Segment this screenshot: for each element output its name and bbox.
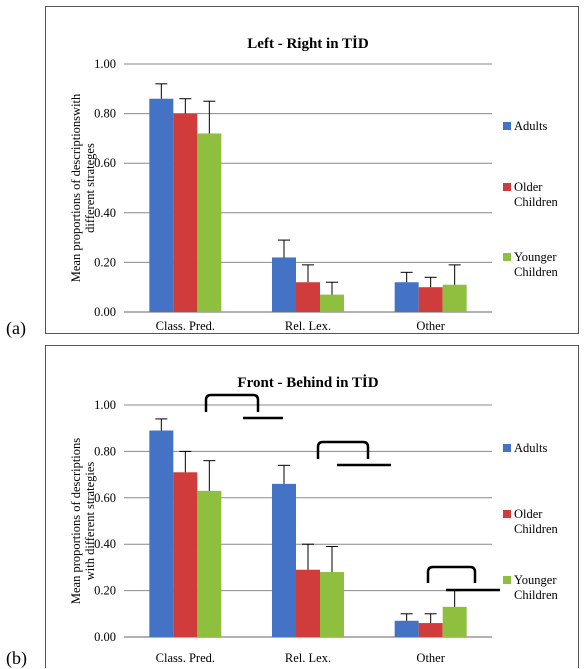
y-tick-label-b-2: 0.40 xyxy=(94,537,116,551)
legend-swatch-b-2 xyxy=(503,576,511,584)
x-tick-label-b-1: Rel. Lex. xyxy=(285,651,331,665)
bar-b-1-1 xyxy=(296,569,320,637)
chart-panel-left-right xyxy=(45,6,579,334)
x-tick-label-a-1: Rel. Lex. xyxy=(285,319,331,333)
bar-a-2-0 xyxy=(394,282,419,312)
y-tick-label-b-4: 0.80 xyxy=(94,444,116,458)
chart-title-b: Front - Behind in TİD xyxy=(237,374,378,391)
legend-label-b-2: Younger Children xyxy=(514,573,558,602)
bar-a-1-1 xyxy=(296,282,320,312)
y-tick-label-b-0: 0.00 xyxy=(94,630,116,644)
x-tick-label-b-0: Class. Pred. xyxy=(156,651,215,665)
y-axis-label-a: Mean proportions of descriptionswithdiff… xyxy=(69,93,97,282)
x-tick-label-b-2: Other xyxy=(416,651,445,665)
x-tick-label-a-0: Class. Pred. xyxy=(156,319,215,333)
legend-swatch-b-1 xyxy=(503,510,511,518)
bar-a-0-0 xyxy=(149,98,174,312)
y-axis-label-b: Mean proportions of descriptionswith dif… xyxy=(69,438,97,604)
bar-b-0-2 xyxy=(197,490,222,637)
y-tick-label-a-4: 0.80 xyxy=(94,107,116,121)
x-tick-label-a-2: Other xyxy=(416,319,445,333)
bar-a-2-2 xyxy=(442,284,467,312)
significance-bracket-b-0 xyxy=(204,393,260,412)
y-tick-label-a-1: 0.20 xyxy=(94,255,116,269)
bar-a-1-0 xyxy=(272,257,296,312)
y-tick-label-b-3: 0.60 xyxy=(94,491,116,505)
y-tick-label-a-0: 0.00 xyxy=(94,305,116,319)
bar-b-2-0 xyxy=(394,620,419,637)
panel-label-a: (a) xyxy=(6,318,26,338)
panel-label-b: (b) xyxy=(6,648,27,668)
legend-swatch-b-0 xyxy=(503,444,511,452)
significance-bracket-b-2 xyxy=(316,440,370,459)
chart-title-a: Left - Right in TİD xyxy=(247,35,369,52)
legend-swatch-a-1 xyxy=(503,183,511,191)
legend-label-a-2: Younger Children xyxy=(514,250,558,279)
bar-a-2-1 xyxy=(418,287,443,312)
legend-label-b-1: Older Children xyxy=(514,507,558,536)
legend-swatch-a-2 xyxy=(503,253,511,261)
legend-swatch-a-0 xyxy=(503,122,511,130)
bar-a-0-2 xyxy=(197,133,222,312)
bar-b-2-2 xyxy=(442,606,467,637)
bar-b-2-1 xyxy=(418,623,443,637)
bar-b-0-0 xyxy=(149,430,174,637)
bar-b-1-2 xyxy=(320,572,344,637)
legend-label-b-0: Adults xyxy=(514,441,547,455)
y-tick-label-a-5: 1.00 xyxy=(94,57,116,71)
y-tick-label-b-1: 0.20 xyxy=(94,584,116,598)
bar-a-0-1 xyxy=(173,113,198,312)
significance-bracket-b-4 xyxy=(426,565,477,583)
y-tick-label-a-3: 0.60 xyxy=(94,156,116,170)
y-tick-label-a-2: 0.40 xyxy=(94,206,116,220)
bar-a-1-2 xyxy=(320,294,344,312)
legend-label-a-1: Older Children xyxy=(514,180,558,209)
bar-b-1-0 xyxy=(272,483,296,637)
bar-b-0-1 xyxy=(173,472,198,637)
legend-label-a-0: Adults xyxy=(514,119,547,133)
y-tick-label-b-5: 1.00 xyxy=(94,398,116,412)
